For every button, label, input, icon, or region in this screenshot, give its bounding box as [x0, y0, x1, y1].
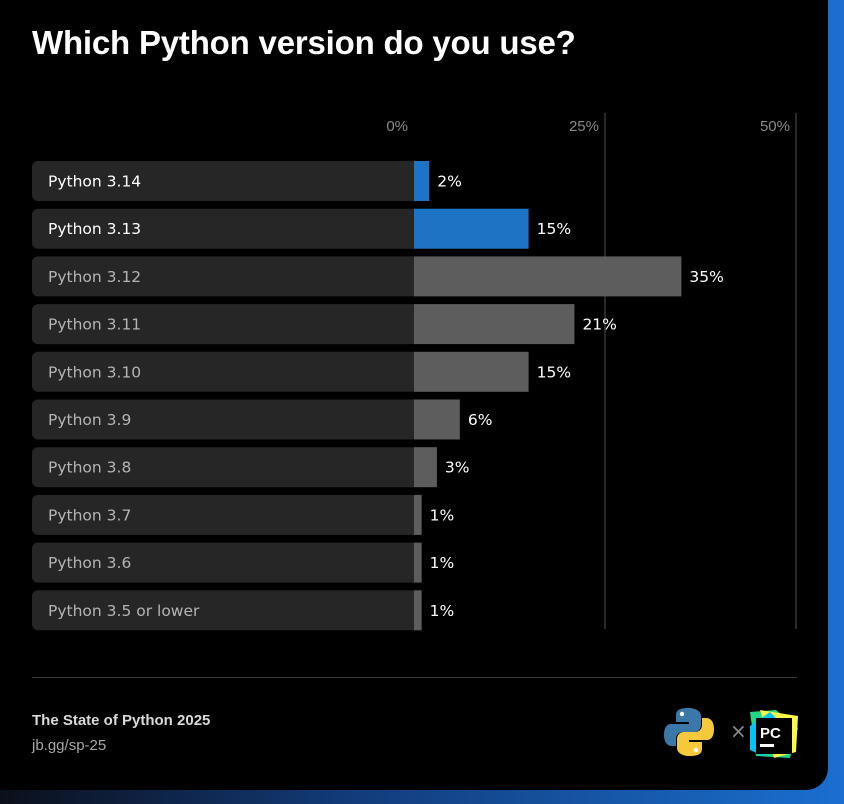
x-tick-labels: 0% 25% 50%	[386, 118, 790, 135]
category-label: Python 3.5 or lower	[48, 602, 200, 620]
bar-row: Python 3.5 or lower 1%	[32, 590, 455, 631]
bar	[414, 447, 437, 488]
bar-row: Python 3.12 35%	[32, 256, 724, 297]
bar	[414, 256, 682, 297]
x-tick-label: 50%	[760, 118, 790, 135]
category-label: Python 3.11	[48, 316, 141, 334]
category-label: Python 3.13	[48, 220, 141, 238]
category-label: Python 3.9	[48, 411, 131, 429]
bar-chart: 0% 25% 50% Python 3.14 2%Python 3.13 15%Pyth…	[32, 113, 797, 631]
bar	[414, 304, 575, 345]
value-label: 1%	[430, 506, 455, 524]
bar	[414, 590, 422, 631]
x-tick-label: 0%	[386, 118, 408, 135]
bar	[414, 494, 422, 535]
category-label: Python 3.7	[48, 506, 131, 524]
bar-rows: Python 3.14 2% Python 3.13 15% Python 3.12 35…	[32, 161, 724, 631]
value-label: 2%	[437, 173, 462, 191]
bar	[414, 351, 529, 392]
value-label: 35%	[689, 268, 723, 286]
value-label: 1%	[430, 554, 455, 572]
bar	[414, 208, 529, 249]
footer-divider	[32, 677, 797, 678]
category-track	[32, 208, 420, 249]
category-track	[32, 161, 420, 201]
brand-logos: × PC	[664, 708, 798, 758]
x-tick-label: 25%	[569, 118, 599, 135]
bar-row: Python 3.14 2%	[32, 161, 462, 201]
category-track	[32, 447, 420, 488]
pycharm-label: PC	[760, 725, 781, 742]
bar-row: Python 3.11 21%	[32, 304, 617, 345]
category-track	[32, 304, 420, 345]
category-label: Python 3.10	[48, 363, 141, 381]
category-label: Python 3.14	[48, 173, 141, 191]
value-label: 15%	[537, 220, 571, 238]
category-label: Python 3.12	[48, 268, 141, 286]
grid-lines	[604, 113, 797, 629]
category-label: Python 3.6	[48, 554, 131, 572]
bar-row: Python 3.6 1%	[32, 542, 455, 583]
bar-row: Python 3.7 1%	[32, 494, 455, 535]
separator-icon: ×	[730, 719, 747, 743]
value-label: 1%	[430, 602, 455, 620]
category-track	[32, 256, 420, 297]
bar	[414, 542, 422, 583]
value-label: 21%	[582, 316, 616, 334]
value-label: 6%	[468, 411, 493, 429]
bar	[414, 161, 430, 201]
chart-card: Which Python version do you use? 0% 25% 50…	[0, 0, 828, 790]
source-title: The State of Python 2025	[32, 712, 211, 729]
bar-row: Python 3.10 15%	[32, 351, 571, 392]
category-track	[32, 542, 420, 583]
bar-row: Python 3.8 3%	[32, 447, 470, 488]
category-track	[32, 351, 420, 392]
python-logo-icon	[664, 708, 714, 756]
category-label: Python 3.8	[48, 459, 131, 477]
bar-row: Python 3.13 15%	[32, 208, 571, 249]
category-track	[32, 494, 420, 535]
pycharm-logo-icon: PC	[750, 710, 798, 758]
category-track	[32, 590, 420, 631]
bar	[414, 399, 460, 440]
bar-row: Python 3.9 6%	[32, 399, 493, 440]
value-label: 3%	[445, 459, 470, 477]
source-link[interactable]: jb.gg/sp-25	[32, 737, 107, 754]
page-title: Which Python version do you use?	[32, 24, 576, 61]
category-track	[32, 399, 420, 440]
value-label: 15%	[537, 363, 571, 381]
